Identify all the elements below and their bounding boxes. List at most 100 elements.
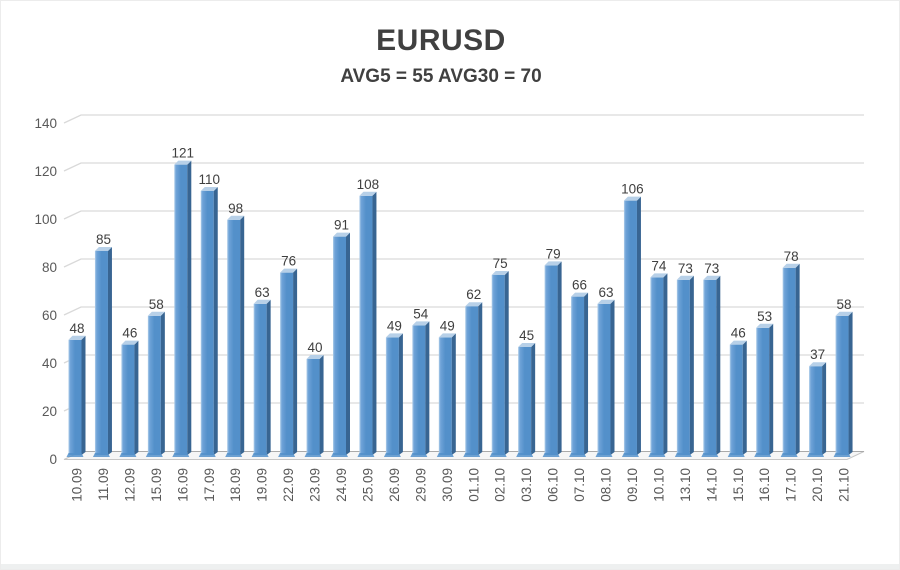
bar xyxy=(780,263,800,457)
bar-side-face xyxy=(557,261,562,455)
bar-side-face xyxy=(822,362,827,455)
x-axis-label: 09.10 xyxy=(625,468,640,502)
y-axis-label: 0 xyxy=(49,452,57,467)
chart-title: EURUSD xyxy=(376,24,506,57)
x-axis-label: 16.10 xyxy=(757,468,772,502)
bar xyxy=(145,311,165,457)
bar-value-label: 108 xyxy=(357,177,380,192)
bar-side-face xyxy=(848,311,853,455)
bar-side-face xyxy=(293,268,298,455)
bar-side-face xyxy=(346,232,350,455)
value-labels: 48 85 46 58 121 110 98 63 76 40 91 108 49 54 49 62 75 45 7… xyxy=(69,146,851,363)
bar-front-face xyxy=(518,347,532,455)
bar-side-face xyxy=(769,323,774,455)
bar xyxy=(304,355,324,457)
bar-front-face xyxy=(121,344,135,455)
bar-value-label: 46 xyxy=(731,326,746,341)
x-axis-label: 10.10 xyxy=(651,468,666,502)
bar-base xyxy=(542,453,560,457)
x-axis-label: 01.10 xyxy=(466,468,481,502)
x-axis-label: 13.10 xyxy=(678,468,693,502)
x-axis-label: 18.09 xyxy=(228,468,243,502)
bar-front-face xyxy=(253,303,267,455)
bar xyxy=(648,273,668,457)
bar-top-face xyxy=(703,275,721,280)
bar-side-face xyxy=(187,160,192,455)
x-axis-label: 15.09 xyxy=(149,468,164,502)
bar xyxy=(833,311,853,457)
bar-value-label: 40 xyxy=(307,340,322,355)
x-axis-label: 26.09 xyxy=(387,468,402,502)
bar xyxy=(621,196,641,457)
bar-top-face xyxy=(465,302,483,307)
bar xyxy=(198,187,218,457)
bar-top-face xyxy=(333,232,350,237)
bar-base xyxy=(383,453,401,457)
x-axis-label: 12.09 xyxy=(122,468,137,502)
bar-top-face xyxy=(623,196,641,201)
bar-top-face xyxy=(782,263,800,268)
bar-front-face xyxy=(782,267,796,455)
bar-front-face xyxy=(306,359,320,455)
bar-base xyxy=(119,453,137,457)
bar-front-face xyxy=(438,337,452,455)
bar-front-face xyxy=(465,306,479,455)
bar-base xyxy=(331,453,348,457)
bar-base xyxy=(727,453,745,457)
x-axis-label: 19.09 xyxy=(255,468,270,502)
bar-side-face xyxy=(504,271,509,455)
bar-chart-canvas: 0 20 40 60 80 100 120 140 48 85 46 58 121 110 98 63 76 40… xyxy=(34,114,865,502)
bar xyxy=(489,271,509,457)
bar-side-face xyxy=(636,196,641,455)
bar xyxy=(542,261,562,457)
bar-front-face xyxy=(412,325,426,455)
bar-top-face xyxy=(385,333,403,338)
bar-top-face xyxy=(438,333,456,338)
bar-base xyxy=(145,453,163,457)
bar-value-label: 73 xyxy=(704,261,719,276)
bar-top-face xyxy=(68,335,86,340)
bar-front-face xyxy=(835,315,849,455)
bar-side-face xyxy=(663,273,668,455)
bar-base xyxy=(92,453,110,457)
gridline xyxy=(63,210,864,220)
bar-top-face xyxy=(491,271,509,275)
x-axis-label: 07.10 xyxy=(572,468,587,502)
bar-value-label: 63 xyxy=(598,285,613,300)
bar-base xyxy=(251,453,269,457)
bar-top-face xyxy=(412,321,430,326)
bar-value-label: 98 xyxy=(228,201,243,216)
x-axis-label: 25.09 xyxy=(360,468,375,502)
bar-top-face xyxy=(729,340,747,345)
bar-base xyxy=(595,453,613,457)
bar xyxy=(172,160,192,457)
bar-value-label: 48 xyxy=(69,321,84,336)
bar-front-face xyxy=(676,279,690,455)
x-axis-label: 17.10 xyxy=(784,468,799,502)
x-axis-label: 16.09 xyxy=(175,468,190,502)
bar-value-label: 106 xyxy=(621,182,644,197)
bar-front-face xyxy=(200,191,214,455)
bar-value-label: 76 xyxy=(281,254,296,269)
bar-side-face xyxy=(134,340,139,455)
chart-subtitle: AVG5 = 55 AVG30 = 70 xyxy=(340,66,542,87)
bar-top-face xyxy=(200,187,218,191)
bar-base xyxy=(436,453,454,457)
bar-front-face xyxy=(385,337,399,455)
bar-base xyxy=(569,453,587,457)
bar-value-label: 58 xyxy=(836,297,851,312)
bar xyxy=(119,340,139,457)
bar-front-face xyxy=(571,296,585,455)
bar-value-label: 62 xyxy=(466,287,481,302)
bar-base xyxy=(674,453,692,457)
bar-side-face xyxy=(742,340,747,455)
bar-top-face xyxy=(253,299,271,304)
bar-side-face xyxy=(584,292,589,455)
bar-value-label: 58 xyxy=(149,297,164,312)
bar-value-label: 91 xyxy=(334,218,349,233)
bar-base xyxy=(66,453,84,457)
bar-side-face xyxy=(160,311,165,455)
bar-base xyxy=(357,453,375,457)
bar xyxy=(331,232,350,457)
bar-side-face xyxy=(689,275,694,455)
